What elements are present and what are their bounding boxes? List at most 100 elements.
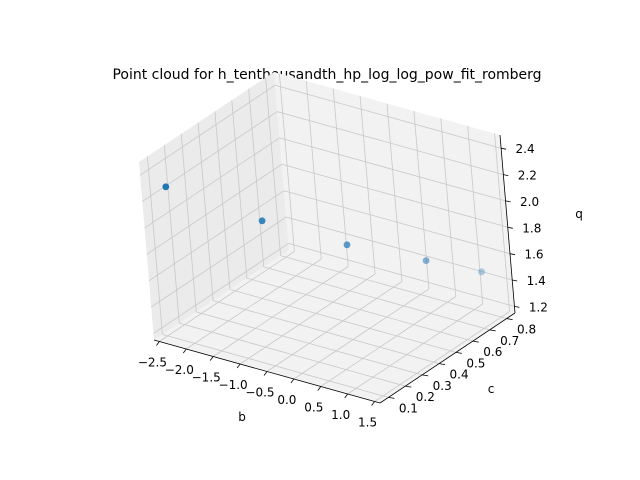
x-grid-line	[212, 266, 349, 357]
z-tick-label: 1.2	[529, 300, 548, 314]
z-tick-mark	[512, 279, 518, 282]
y-tick-mark	[439, 363, 446, 365]
z-grid-line	[146, 163, 283, 255]
z-grid-line	[288, 243, 515, 307]
y-grid-line	[162, 334, 389, 398]
x-grid-line	[266, 281, 403, 372]
y-grid-line	[265, 77, 281, 256]
data-point	[162, 183, 170, 191]
y-grid-line	[246, 277, 473, 342]
left-pane	[139, 72, 289, 340]
z-tick-mark	[507, 226, 513, 229]
z-tick-label: 2.4	[516, 142, 535, 156]
x-tick-label: −0.5	[245, 386, 274, 400]
x-grid-line	[279, 73, 295, 252]
y-tick-mark	[405, 385, 412, 388]
y-grid-line	[163, 145, 180, 324]
y-axis-label: c	[488, 382, 495, 396]
y-tick-label: 0.2	[416, 390, 435, 404]
x-tick-label: −2.5	[138, 356, 167, 370]
tick-labels: −2.5−2.0−1.5−1.0−0.50.00.51.01.50.10.20.…	[138, 142, 548, 429]
z-tick-label: 2.0	[520, 195, 539, 209]
x-grid-line	[494, 133, 510, 312]
y-grid-line	[197, 122, 214, 301]
z-tick-mark	[514, 306, 520, 308]
y-tick-label: 0.8	[517, 323, 536, 337]
y-tick-mark	[506, 318, 513, 320]
x-grid-line	[440, 118, 457, 297]
x-grid-line	[347, 303, 483, 395]
data-point	[258, 217, 266, 225]
x-tick-mark	[209, 356, 214, 361]
x-tick-label: −2.0	[165, 363, 194, 377]
x-tick-mark	[371, 401, 375, 406]
z-tick-label: 1.4	[527, 274, 546, 288]
y-grid-line	[248, 88, 265, 267]
z-grid-line	[153, 243, 289, 334]
x-grid-line	[467, 125, 484, 305]
y-tick-mark	[422, 374, 429, 377]
y-grid-line	[179, 322, 406, 387]
z-grid-line	[274, 84, 502, 149]
z-grid-line	[283, 190, 511, 255]
y-grid-line	[263, 266, 490, 331]
y-grid-line	[280, 255, 507, 319]
x-axis-label: b	[238, 410, 246, 424]
x-grid-line	[386, 103, 403, 282]
y-tick-label: 0.3	[433, 379, 452, 393]
z-tick-mark	[501, 147, 507, 150]
y-tick-label: 0.5	[466, 356, 485, 370]
data-point	[422, 257, 430, 264]
z-grid-line	[144, 137, 280, 229]
x-tick-label: 1.5	[358, 416, 377, 430]
x-grid-line	[320, 296, 457, 387]
y-grid-line	[214, 111, 231, 290]
y-tick-label: 0.6	[483, 345, 502, 359]
z-grid-line	[139, 84, 276, 176]
z-tick-mark	[509, 253, 516, 256]
x-tick-mark	[290, 378, 295, 384]
z-grid-line	[150, 216, 287, 308]
x-grid-line	[305, 80, 322, 260]
z-tick-mark	[505, 200, 511, 203]
y-axis-line	[379, 312, 516, 404]
data-points	[162, 183, 485, 276]
chart-title: Point cloud for h_tenthousandth_hp_log_l…	[112, 67, 541, 83]
y-tick-mark	[489, 329, 496, 332]
x-tick-label: 0.5	[304, 401, 323, 415]
y-tick-mark	[388, 397, 395, 399]
y-grid-line	[212, 300, 440, 364]
data-point	[478, 268, 485, 276]
x-grid-line	[332, 88, 349, 267]
z-tick-mark	[503, 174, 509, 176]
z-tick-label: 1.6	[524, 248, 543, 262]
x-grid-line	[186, 258, 322, 350]
grid-lines	[139, 73, 515, 402]
y-tick-label: 0.4	[450, 368, 469, 382]
x-grid-line	[374, 311, 510, 402]
x-tick-mark	[344, 393, 349, 399]
x-tick-label: 1.0	[331, 408, 350, 422]
x-tick-label: 0.0	[277, 393, 296, 407]
y-grid-line	[180, 133, 197, 312]
y-tick-mark	[472, 340, 479, 343]
x-grid-line	[359, 95, 376, 275]
x-tick-mark	[236, 363, 241, 369]
axes-panes	[139, 72, 515, 403]
z-grid-line	[281, 163, 508, 228]
x-grid-line	[159, 251, 295, 342]
x-tick-label: −1.5	[192, 371, 221, 385]
y-tick-label: 0.1	[399, 401, 418, 415]
y-tick-mark	[455, 352, 462, 354]
x-grid-line	[239, 273, 376, 365]
z-grid-line	[148, 190, 285, 282]
z-grid-line	[277, 111, 504, 175]
y-tick-label: 0.7	[500, 334, 519, 348]
x-tick-mark	[156, 341, 160, 346]
y-grid-line	[196, 311, 423, 376]
z-grid-line	[279, 137, 506, 202]
z-tick-label: 2.2	[518, 169, 537, 183]
z-axis-label: q	[575, 207, 583, 221]
x-tick-mark	[182, 348, 187, 354]
